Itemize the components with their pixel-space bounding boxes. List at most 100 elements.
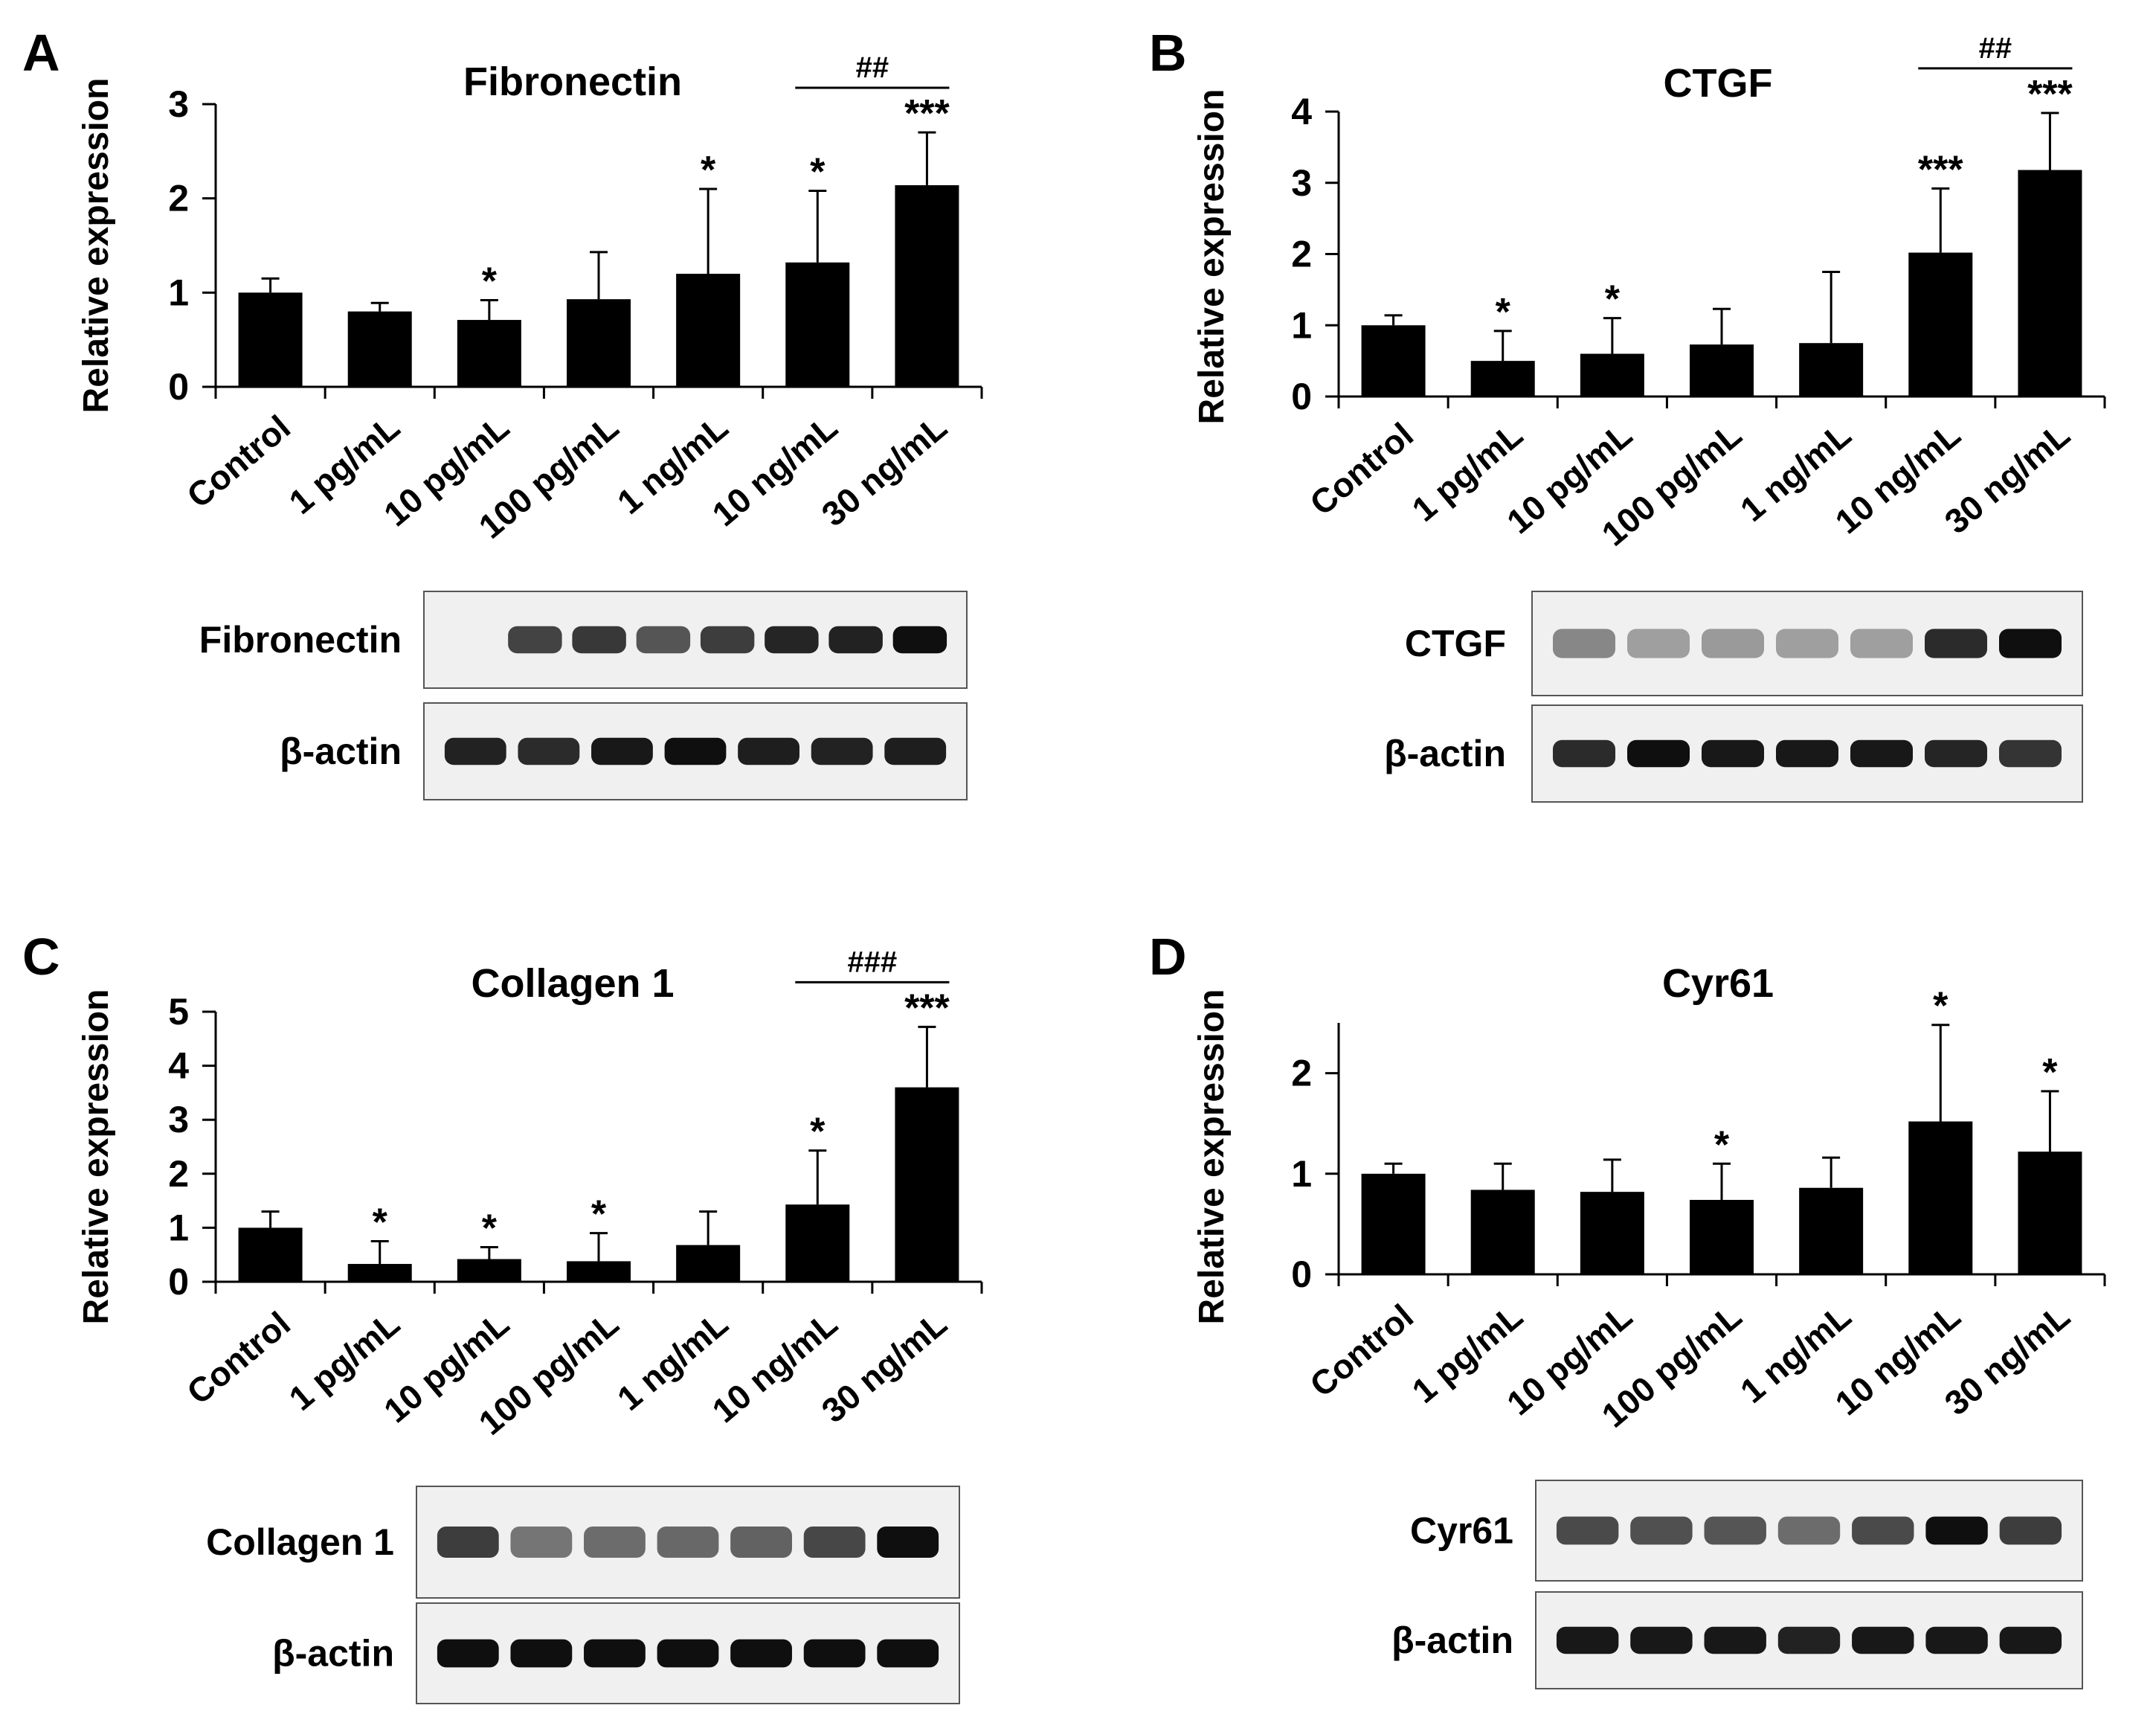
blot-band	[1776, 629, 1838, 658]
blot-band	[1553, 739, 1615, 768]
y-tick-label: 0	[168, 366, 189, 408]
chart-title: Cyr61	[1662, 961, 1774, 1006]
significance-label: ***	[2027, 73, 2073, 116]
panel-letter: A	[22, 24, 60, 82]
blot-band	[803, 1639, 866, 1668]
significance-label: *	[1714, 1123, 1730, 1166]
bar	[1361, 325, 1426, 397]
chart-title: Fibronectin	[463, 60, 682, 104]
y-tick-label: 1	[168, 1207, 189, 1248]
blot-protein-label: CTGF	[1405, 623, 1506, 664]
blot-band	[1556, 1516, 1619, 1545]
bar	[347, 1264, 412, 1282]
blot-band	[828, 626, 883, 654]
blot-band	[1852, 1626, 1914, 1654]
blot-protein-label: Fibronectin	[199, 619, 402, 661]
blot-band	[1553, 629, 1615, 658]
significance-label: *	[373, 1201, 388, 1245]
blot-band	[1999, 1516, 2062, 1545]
bar	[676, 1245, 741, 1282]
bar	[676, 274, 741, 387]
blot-protein-label: Cyr61	[1410, 1510, 1513, 1552]
y-tick-label: 2	[1291, 1053, 1312, 1094]
bar	[1908, 1121, 1973, 1274]
y-tick-label: 3	[168, 1099, 189, 1140]
bar	[2018, 1152, 2082, 1274]
blot-band	[1776, 739, 1838, 768]
bar	[1799, 343, 1864, 397]
y-tick-label: 0	[168, 1261, 189, 1303]
blot-band	[1777, 1516, 1841, 1545]
blot-protein-box	[423, 591, 968, 689]
bar	[238, 1227, 303, 1282]
bar	[567, 1261, 631, 1282]
blot-band	[1999, 629, 2062, 658]
blot-band	[1777, 1626, 1841, 1654]
significance-label: *	[2042, 1051, 2058, 1094]
category-label: Control	[179, 1304, 297, 1412]
blot-protein-label: Collagen 1	[206, 1521, 394, 1563]
y-tick-label: 1	[1291, 1153, 1312, 1195]
panel-letter: C	[22, 928, 60, 986]
blot-band	[1999, 1626, 2062, 1654]
blot-band	[510, 1527, 573, 1558]
chart-title: Collagen 1	[471, 961, 674, 1006]
blot-band	[700, 626, 755, 654]
blot-band	[1925, 629, 1987, 658]
blot-band	[811, 737, 873, 765]
blot-band	[664, 737, 727, 765]
y-axis-label: Relative expression	[77, 989, 116, 1325]
blot-band	[636, 626, 691, 654]
blot-band	[1925, 1516, 1988, 1545]
blot-band	[584, 1639, 646, 1668]
blot-band	[1999, 739, 2062, 768]
blot-band	[730, 1527, 792, 1558]
significance-label: *	[810, 151, 826, 194]
y-tick-label: 1	[1291, 304, 1312, 346]
y-tick-label: 2	[168, 1153, 189, 1195]
panel-letter: D	[1149, 928, 1187, 986]
y-tick-label: 3	[1291, 162, 1312, 204]
blot-band	[657, 1639, 719, 1668]
bar	[1470, 1190, 1535, 1274]
significance-label: ***	[904, 986, 950, 1030]
significance-label: *	[591, 1193, 607, 1236]
blot-band	[584, 1527, 646, 1558]
comparison-label: ##	[1979, 32, 2012, 65]
chart-title: CTGF	[1664, 61, 1773, 106]
bar	[895, 1087, 959, 1282]
blot-band	[1556, 1626, 1619, 1654]
significance-label: ***	[1918, 148, 1963, 191]
blot-band	[1704, 1626, 1766, 1654]
blot-band	[508, 626, 562, 654]
blot-actin-label: β-actin	[1391, 1619, 1513, 1661]
blot-band	[877, 1527, 939, 1558]
significance-label: *	[1605, 278, 1621, 321]
comparison-label: ##	[856, 51, 889, 84]
blot-band	[1630, 1626, 1693, 1654]
bar	[2018, 170, 2082, 397]
blot-band	[1704, 1516, 1766, 1545]
blot-band	[437, 1527, 499, 1558]
bar	[1470, 361, 1535, 397]
blot-actin-label: β-actin	[280, 731, 402, 772]
y-tick-label: 4	[168, 1045, 189, 1087]
bar	[1799, 1187, 1864, 1274]
blot-band	[572, 626, 626, 654]
y-tick-label: 0	[1291, 376, 1312, 417]
blot-band	[730, 1639, 792, 1668]
blot-band	[892, 626, 947, 654]
y-tick-label: 2	[168, 178, 189, 219]
blot-band	[884, 737, 947, 765]
blot-band	[1627, 739, 1690, 768]
bar	[1361, 1173, 1426, 1274]
bar	[785, 262, 850, 387]
bar	[895, 184, 959, 387]
blot-band	[444, 737, 506, 765]
y-tick-label: 0	[1291, 1253, 1312, 1295]
y-tick-label: 4	[1291, 91, 1312, 132]
